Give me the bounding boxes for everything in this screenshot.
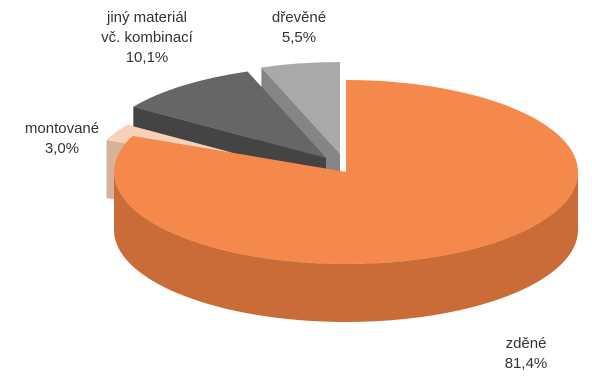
pie-slice-top [261, 62, 340, 154]
slice-label-line: 81,4% [505, 355, 548, 372]
slice-label-1: montované 3,0% [25, 120, 99, 157]
slice-label-line: 10,1% [126, 49, 169, 66]
pie-slice-0 [114, 80, 578, 322]
pie-slice-top [114, 80, 578, 264]
slice-label-line: 5,5% [282, 29, 316, 46]
slice-label-line: jiný materiál [106, 9, 187, 26]
pie-slice-side [114, 172, 578, 322]
slice-label-line: 3,0% [45, 140, 79, 157]
slice-label-0: zděné 81,4% [505, 335, 548, 372]
slice-label-line: montované [25, 120, 99, 137]
slice-label-line: dřevěné [272, 9, 326, 26]
slice-label-3: dřevěné 5,5% [272, 9, 326, 46]
pie-slice-top [133, 71, 326, 158]
slice-label-line: zděné [506, 335, 547, 352]
slice-label-line: vč. kombinací [101, 29, 194, 46]
slice-label-2: jiný materiál vč. kombinací 10,1% [101, 9, 194, 66]
